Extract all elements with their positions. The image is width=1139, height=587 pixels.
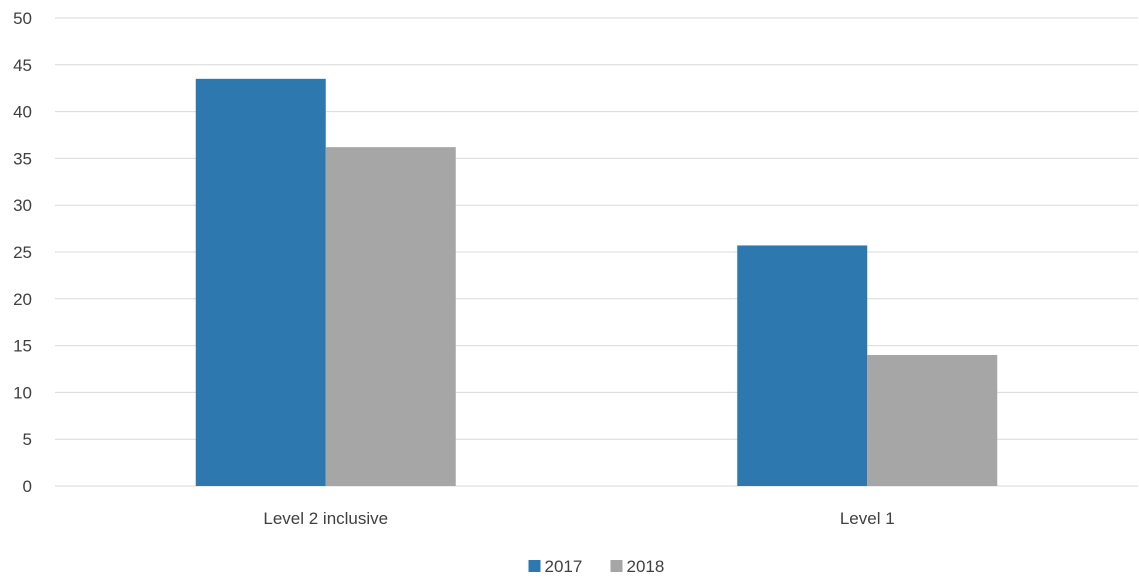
- y-tick-label: 25: [13, 243, 32, 262]
- y-tick-label: 45: [13, 56, 32, 75]
- bar-2018-level-1: [867, 354, 998, 486]
- bar-2017-level-2-inclusive: [195, 78, 326, 486]
- y-tick-label: 10: [13, 383, 32, 402]
- bars: [195, 78, 998, 486]
- legend-label: 2017: [545, 557, 583, 576]
- y-tick-label: 50: [13, 9, 32, 28]
- legend-swatch-2018: [610, 560, 623, 572]
- x-category-label: Level 2 inclusive: [263, 509, 388, 528]
- bar-2017-level-1: [737, 245, 868, 486]
- legend: 2017 2018: [528, 557, 665, 576]
- x-category-label: Level 1: [840, 509, 895, 528]
- y-tick-label: 5: [23, 430, 32, 449]
- legend-item-2018: 2018: [610, 557, 665, 576]
- bar-2018-level-2-inclusive: [325, 147, 456, 486]
- y-tick-label: 15: [13, 337, 32, 356]
- y-tick-label: 20: [13, 290, 32, 309]
- legend-label: 2018: [627, 557, 665, 576]
- x-axis-category-labels: Level 2 inclusive Level 1: [263, 509, 894, 528]
- y-tick-label: 40: [13, 103, 32, 122]
- y-axis-tick-labels: 0 5 10 15 20 25 30 35 40 45 50: [13, 9, 32, 496]
- y-tick-label: 35: [13, 149, 32, 168]
- legend-item-2017: 2017: [528, 557, 583, 576]
- legend-swatch-2017: [528, 560, 541, 572]
- y-tick-label: 30: [13, 196, 32, 215]
- y-tick-label: 0: [23, 477, 32, 496]
